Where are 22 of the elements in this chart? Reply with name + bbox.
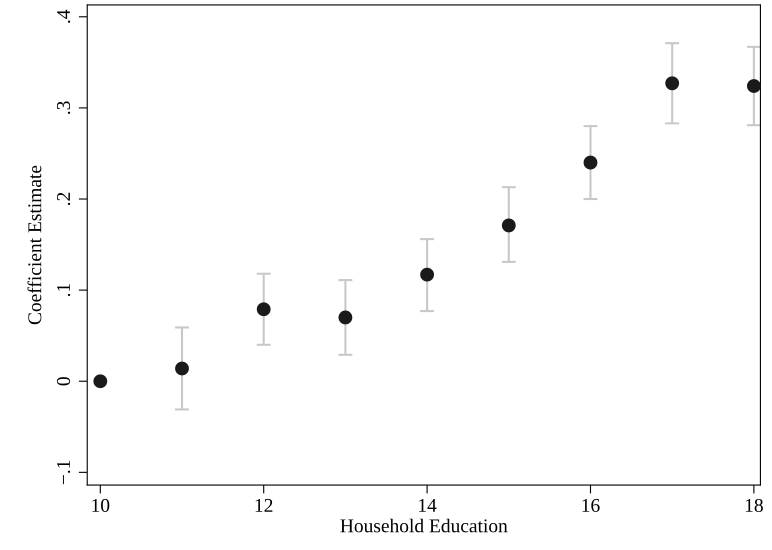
- point: [502, 218, 516, 232]
- y-tick-label: .4: [57, 10, 70, 23]
- y-tick-label: .1: [57, 284, 70, 296]
- point: [584, 156, 598, 170]
- point: [256, 302, 271, 316]
- point: [338, 310, 352, 324]
- x-tick-label: 14: [419, 498, 437, 512]
- point: [746, 79, 760, 93]
- y-tick-label: −.1: [57, 460, 70, 484]
- x-tick-label: 12: [256, 498, 272, 512]
- point: [93, 374, 108, 388]
- x-tick-label: 10: [92, 498, 110, 512]
- point: [665, 76, 680, 90]
- x-axis-title: Household Education: [340, 518, 508, 532]
- y-axis-title: Coefficient Estimate: [27, 166, 42, 324]
- point: [420, 268, 434, 282]
- y-tick-label: .2: [57, 192, 70, 206]
- y-tick-label: .3: [57, 101, 70, 114]
- y-tick-label: 0: [56, 377, 70, 386]
- x-tick-label: 16: [582, 498, 600, 512]
- x-tick-label: 18: [746, 498, 763, 512]
- point: [175, 362, 189, 376]
